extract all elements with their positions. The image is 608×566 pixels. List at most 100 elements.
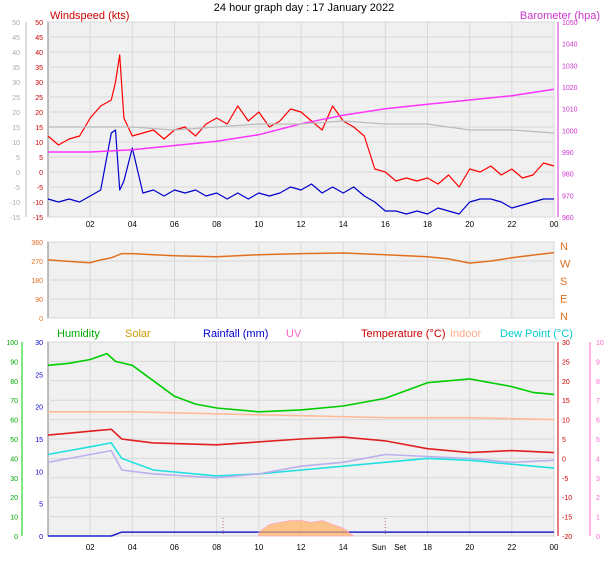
wind-tick-label: 5: [39, 155, 43, 162]
wind-tick-label: 20: [35, 110, 43, 117]
uv-tick-label: 7: [596, 398, 600, 405]
compass-label: E: [560, 293, 567, 305]
wind-tick-label: 45: [35, 35, 43, 42]
gray-tick-label: -10: [10, 200, 20, 207]
wind-x-tick: 02: [86, 220, 95, 229]
multi-x-tick: 12: [297, 543, 306, 552]
rain-tick-label: 10: [35, 469, 43, 476]
wind-x-tick: 00: [550, 220, 559, 229]
temperature-tick-label: -10: [562, 495, 572, 502]
wind-x-tick: 10: [254, 220, 263, 229]
gray-tick-label: 45: [12, 35, 20, 42]
wind-axis-label: Windspeed (kts): [50, 10, 129, 22]
wind-x-tick: 16: [381, 220, 390, 229]
direction-tick-label: 90: [35, 297, 43, 304]
direction-tick-label: 180: [31, 278, 43, 285]
series-gust: [47, 54, 555, 188]
rain-tick-label: 5: [39, 502, 43, 509]
wind-x-tick: 20: [465, 220, 474, 229]
wind-tick-label: -15: [33, 215, 43, 222]
direction-tick-label: 270: [31, 259, 43, 266]
barometer-tick-label: 1010: [562, 107, 578, 114]
rain-tick-label: 0: [39, 534, 43, 541]
temperature-tick-label: -15: [562, 515, 572, 522]
uv-tick-label: 8: [596, 379, 600, 386]
temperature-tick-label: 30: [562, 340, 570, 347]
wind-x-tick: 12: [297, 220, 306, 229]
gray-tick-label: -15: [10, 215, 20, 222]
wind-tick-label: 15: [35, 125, 43, 132]
rain-tick-label: 25: [35, 372, 43, 379]
multi-x-tick: 14: [339, 543, 348, 552]
multi-x-tick: 04: [128, 543, 137, 552]
temperature-tick-label: 25: [562, 359, 570, 366]
uv-tick-label: 10: [596, 340, 604, 347]
chart-title: 24 hour graph day : 17 January 2022: [214, 2, 394, 14]
gray-tick-label: 0: [16, 170, 20, 177]
multi-x-tick: 20: [465, 543, 474, 552]
uv-tick-label: 9: [596, 359, 600, 366]
gray-tick-label: 30: [12, 80, 20, 87]
wind-tick-label: 35: [35, 65, 43, 72]
temperature-tick-label: 15: [562, 398, 570, 405]
temperature-tick-label: 20: [562, 379, 570, 386]
wind-x-tick: 06: [170, 220, 179, 229]
multi-x-tick: Sun: [372, 543, 386, 552]
barometer-axis-label: Barometer (hpa): [520, 10, 600, 22]
wind-tick-label: 0: [39, 170, 43, 177]
multi-x-tick: 18: [423, 543, 432, 552]
temperature-tick-label: -20: [562, 534, 572, 541]
temperature-tick-label: 0: [562, 456, 566, 463]
barometer-tick-label: 1040: [562, 42, 578, 49]
barometer-tick-label: 970: [562, 193, 574, 200]
wind-tick-label: 30: [35, 80, 43, 87]
wind-tick-label: 10: [35, 140, 43, 147]
uv-tick-label: 5: [596, 437, 600, 444]
temperature-tick-label: -5: [562, 476, 568, 483]
multi-x-tick: 08: [212, 543, 221, 552]
barometer-tick-label: 1050: [562, 20, 578, 27]
direction-tick-label: 360: [31, 240, 43, 247]
wind-x-tick: 04: [128, 220, 137, 229]
wind-x-tick: 18: [423, 220, 432, 229]
humidity-tick-label: 60: [10, 418, 18, 425]
wind-tick-label: 40: [35, 50, 43, 57]
wind-x-tick: 22: [507, 220, 516, 229]
rain-tick-label: 20: [35, 405, 43, 412]
temperature-tick-label: 5: [562, 437, 566, 444]
rainfall-label: Rainfall (mm): [203, 328, 268, 340]
humidity-tick-label: 50: [10, 437, 18, 444]
humidity-tick-label: 100: [6, 340, 18, 347]
rain-tick-label: 15: [35, 437, 43, 444]
wind-x-tick: 08: [212, 220, 221, 229]
gray-tick-label: 25: [12, 95, 20, 102]
series-direction: [47, 251, 555, 264]
uv-tick-label: 4: [596, 456, 600, 463]
barometer-tick-label: 1030: [562, 63, 578, 70]
series-rain: [48, 531, 554, 537]
series-indoor: [48, 411, 555, 421]
uv-tick-label: 1: [596, 515, 600, 522]
multi-x-tick: 06: [170, 543, 179, 552]
multi-x-tick: 10: [254, 543, 263, 552]
gray-tick-label: 50: [12, 20, 20, 27]
gray-tick-label: 10: [12, 140, 20, 147]
temperature-tick-label: 10: [562, 418, 570, 425]
multi-x-tick: 02: [86, 543, 95, 552]
compass-label: N: [560, 311, 568, 323]
compass-label: S: [560, 276, 567, 288]
gray-tick-label: 40: [12, 50, 20, 57]
uv-tick-label: 0: [596, 534, 600, 541]
wind-tick-label: -5: [37, 185, 43, 192]
compass-label: W: [560, 258, 571, 270]
dewpoint-label: Dew Point (°C): [500, 328, 573, 340]
compass-label: N: [560, 241, 568, 253]
wind-x-tick: 14: [339, 220, 348, 229]
uv-tick-label: 2: [596, 495, 600, 502]
humidity-tick-label: 40: [10, 456, 18, 463]
barometer-tick-label: 1000: [562, 128, 578, 135]
wind-tick-label: -10: [33, 200, 43, 207]
indoor-label: Indoor: [450, 328, 482, 340]
